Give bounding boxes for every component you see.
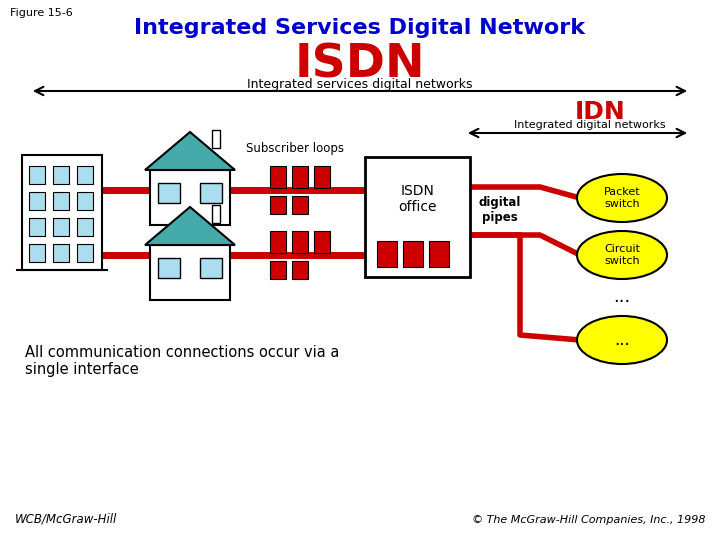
Text: Packet
switch: Packet switch	[603, 187, 640, 209]
Bar	[270, 261, 286, 279]
Bar	[377, 241, 397, 267]
Ellipse shape	[577, 316, 667, 364]
Bar	[212, 130, 220, 148]
Text: Subscriber loops: Subscriber loops	[246, 142, 344, 155]
Bar	[77, 166, 93, 184]
Text: © The McGraw-Hill Companies, Inc., 1998: © The McGraw-Hill Companies, Inc., 1998	[472, 515, 705, 525]
Bar	[53, 244, 69, 262]
Bar	[365, 157, 470, 277]
Text: WCB/McGraw-Hill: WCB/McGraw-Hill	[15, 512, 117, 525]
Bar	[200, 183, 222, 203]
Text: Figure 15-6: Figure 15-6	[10, 8, 73, 18]
Text: Integrated services digital networks: Integrated services digital networks	[247, 78, 473, 91]
Bar	[53, 192, 69, 210]
Text: ISDN: ISDN	[294, 42, 426, 87]
Text: ISDN
office: ISDN office	[398, 184, 437, 214]
Bar	[29, 166, 45, 184]
Text: Integrated Services Digital Network: Integrated Services Digital Network	[135, 18, 585, 38]
Bar	[29, 218, 45, 236]
Bar	[77, 192, 93, 210]
Bar	[270, 196, 286, 214]
Bar	[29, 244, 45, 262]
Bar	[403, 241, 423, 267]
Bar	[29, 192, 45, 210]
Bar	[292, 196, 308, 214]
Bar	[212, 205, 220, 223]
Bar	[270, 231, 286, 253]
Text: ...: ...	[614, 331, 630, 349]
Bar	[429, 241, 449, 267]
Text: All communication connections occur via a
single interface: All communication connections occur via …	[25, 345, 339, 377]
Bar	[150, 170, 230, 225]
Ellipse shape	[577, 231, 667, 279]
Bar	[314, 231, 330, 253]
Bar	[314, 166, 330, 188]
Text: Circuit
switch: Circuit switch	[604, 244, 640, 266]
Bar	[200, 258, 222, 278]
Bar	[270, 166, 286, 188]
Bar	[292, 166, 308, 188]
Bar	[22, 155, 102, 270]
Bar	[292, 261, 308, 279]
Bar	[150, 245, 230, 300]
Text: ...: ...	[613, 288, 631, 306]
Text: Integrated digital networks: Integrated digital networks	[514, 120, 666, 130]
Bar	[158, 183, 180, 203]
Polygon shape	[145, 207, 235, 245]
Bar	[53, 218, 69, 236]
Polygon shape	[145, 132, 235, 170]
Ellipse shape	[577, 174, 667, 222]
Bar	[53, 166, 69, 184]
Bar	[77, 218, 93, 236]
Bar	[77, 244, 93, 262]
Bar	[158, 258, 180, 278]
Text: IDN: IDN	[575, 100, 626, 124]
Text: digital
pipes: digital pipes	[479, 196, 521, 224]
Bar	[292, 231, 308, 253]
